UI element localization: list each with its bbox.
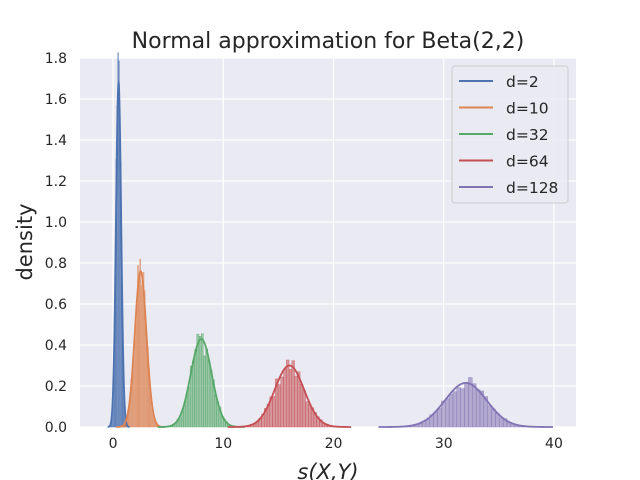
histogram-bar [192, 360, 195, 428]
y-tick-label: 0.4 [45, 338, 67, 354]
legend-box [451, 65, 569, 204]
histogram-bar [286, 359, 290, 428]
bars-d-32 [165, 333, 239, 428]
histogram-bar [194, 349, 197, 428]
histogram-bar [205, 348, 208, 428]
histogram-bar [272, 396, 276, 428]
histogram-bar [437, 408, 442, 428]
histogram-bar [452, 391, 458, 428]
legend-label: d=32 [506, 126, 549, 144]
histogram-bar [291, 360, 295, 428]
histogram-bar [487, 405, 492, 428]
histogram-bar [299, 384, 304, 428]
x-tick-label: 40 [545, 436, 563, 452]
histogram-bar [187, 386, 191, 428]
x-axis-title: s(X,Y) [297, 460, 358, 480]
histogram-bar [472, 383, 477, 428]
y-tick-label: 1.0 [45, 215, 67, 231]
histogram-bar [207, 360, 211, 428]
histogram-bar [445, 398, 450, 428]
bars-d-128 [394, 377, 539, 428]
x-tick-label: 0 [109, 436, 118, 452]
legend-label: d=128 [506, 179, 558, 197]
histogram-bar [283, 368, 287, 428]
histogram-bars [109, 52, 539, 428]
x-tick-label: 30 [435, 436, 453, 452]
y-axis-title: density [13, 204, 37, 281]
legend-label: d=10 [506, 100, 549, 118]
histogram-bar [198, 336, 202, 428]
histogram-bar [280, 376, 284, 428]
histogram-bar [200, 333, 204, 428]
y-tick-label: 1.6 [45, 92, 67, 108]
density-curve-d-128 [378, 382, 554, 428]
histogram-bar [294, 375, 298, 428]
legend-label: d=64 [506, 153, 549, 171]
bars-d-64 [239, 359, 342, 428]
histogram-bar [499, 417, 504, 428]
tick-labels: 0 10 20 30 40 0.0 0.2 0.4 0.6 0.8 1.0 1.2 1.4 1.6 1.8 [45, 51, 563, 452]
y-tick-label: 0.2 [45, 379, 67, 395]
legend-label: d=2 [506, 73, 539, 91]
histogram-bar [308, 404, 312, 428]
density-curve-d-32 [157, 337, 245, 428]
legend: d=2 d=10 d=32 d=64 d=128 [451, 65, 569, 204]
histogram-bar [460, 388, 465, 428]
histogram-bar [203, 355, 206, 428]
density-curves [107, 79, 554, 428]
bars-d-10 [120, 258, 161, 428]
y-tick-label: 1.4 [45, 133, 67, 149]
x-tick-label: 20 [325, 436, 343, 452]
histogram-bar [456, 387, 461, 428]
y-tick-label: 1.8 [45, 51, 67, 67]
density-curve-d-64 [227, 364, 352, 428]
histogram-bar [305, 401, 309, 428]
histogram-bar [448, 393, 454, 428]
x-tick-label: 10 [214, 436, 232, 452]
y-tick-label: 0.8 [45, 256, 67, 272]
histogram-bar [475, 389, 481, 428]
grid [80, 57, 576, 428]
y-tick-label: 0.0 [45, 420, 67, 436]
y-tick-label: 0.6 [45, 297, 67, 313]
histogram-bar [302, 390, 306, 428]
histogram-bar [464, 382, 469, 428]
histogram-bar [288, 369, 293, 428]
density-curve-d-10 [116, 270, 166, 428]
chart-title: Normal approximation for Beta(2,2) [132, 29, 525, 54]
histogram-bar [277, 384, 282, 428]
y-tick-label: 1.2 [45, 174, 67, 190]
